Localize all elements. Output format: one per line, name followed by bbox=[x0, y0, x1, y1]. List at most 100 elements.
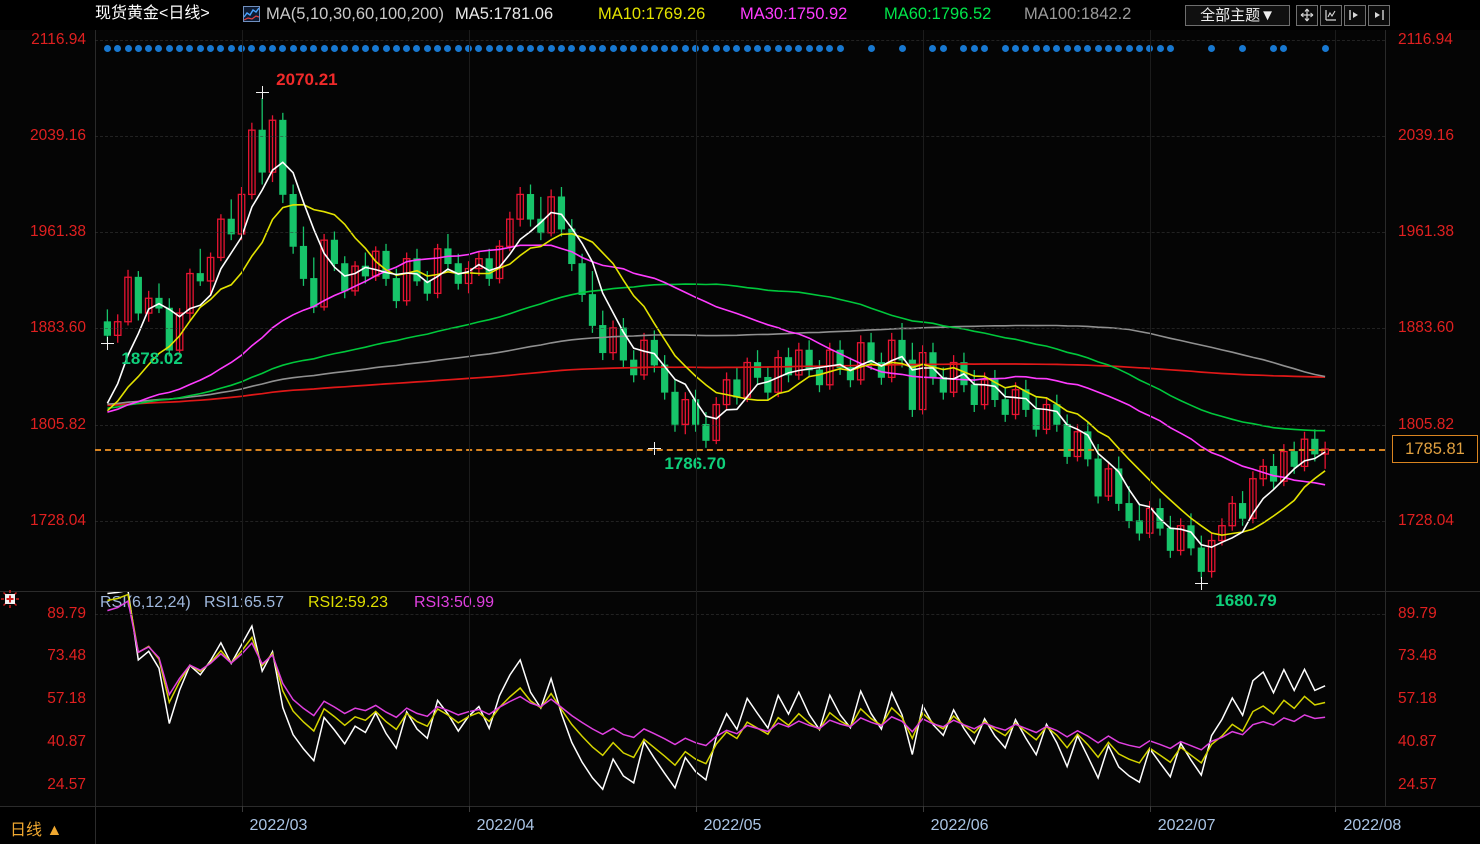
price-axis-label-right: 1728.04 bbox=[1398, 511, 1455, 529]
signal-dot bbox=[578, 45, 586, 52]
move-crosshair-icon[interactable] bbox=[1296, 5, 1318, 26]
signal-dot bbox=[1156, 45, 1164, 52]
step-forward-icon[interactable] bbox=[1344, 5, 1366, 26]
plot-left-border bbox=[95, 30, 96, 806]
x-axis-label: 2022/08 bbox=[1343, 817, 1402, 834]
month-separator bbox=[241, 30, 243, 806]
signal-dot bbox=[1104, 45, 1112, 52]
price-axis-label-right: 1961.38 bbox=[1398, 223, 1455, 241]
signal-dot bbox=[981, 45, 989, 52]
signal-dot bbox=[114, 45, 122, 52]
period-selector[interactable]: 日线 ▲ bbox=[10, 822, 63, 839]
x-axis: 日线 ▲ 2022/03 2022/04 2022/05 2022/06 2022/07… bbox=[0, 806, 1480, 844]
chart-header: 现货黄金<日线> MA(5,10,30,60,100,200) MA5:1781… bbox=[0, 0, 1480, 30]
current-price-line bbox=[95, 449, 1385, 452]
high-price-annotation: 2070.21 bbox=[276, 69, 338, 89]
signal-dot bbox=[723, 45, 731, 52]
ma10-value: MA10:1769.26 bbox=[598, 5, 706, 23]
fit-chart-icon[interactable] bbox=[1320, 5, 1342, 26]
rsi-plot-area[interactable] bbox=[95, 592, 1385, 806]
signal-dot bbox=[785, 45, 792, 52]
theme-dropdown[interactable]: 全部主题▼ bbox=[1185, 5, 1290, 26]
price-axis-label-right: 2116.94 bbox=[1398, 30, 1453, 48]
low-right-marker-cross bbox=[1195, 577, 1209, 591]
month-separator bbox=[922, 30, 924, 806]
x-axis-label: 2022/05 bbox=[703, 817, 762, 834]
signal-dot bbox=[227, 45, 235, 52]
signal-dot bbox=[382, 45, 390, 52]
low-left-marker-cross bbox=[101, 337, 115, 351]
signal-dot bbox=[1073, 45, 1081, 52]
price-axis-label-left: 2039.16 bbox=[29, 127, 86, 145]
signal-dot bbox=[299, 45, 307, 52]
signal-dot bbox=[929, 45, 937, 52]
ma60-value: MA60:1796.52 bbox=[884, 5, 992, 23]
signal-dot bbox=[289, 45, 297, 52]
rsi1-value: RSI1:65.57 bbox=[204, 594, 285, 611]
signal-dot bbox=[702, 45, 710, 52]
signal-dot bbox=[217, 45, 225, 52]
month-separator bbox=[695, 30, 697, 806]
signal-dot bbox=[444, 45, 452, 52]
signal-dot bbox=[475, 45, 483, 52]
price-axis-label-left: 1805.82 bbox=[29, 415, 86, 433]
rsi2-line bbox=[107, 593, 1326, 767]
x-axis-tick bbox=[1149, 806, 1151, 812]
signal-dot bbox=[547, 45, 555, 52]
signal-dot bbox=[1094, 45, 1102, 52]
signal-dot bbox=[155, 45, 163, 52]
rsi-axis-label-right: 24.57 bbox=[1398, 775, 1437, 793]
ma60-line bbox=[107, 283, 1326, 432]
x-axis-tick bbox=[695, 806, 697, 812]
signal-dot bbox=[186, 45, 194, 52]
signal-dot bbox=[527, 45, 534, 52]
rsi-axis-label-left: 73.48 bbox=[47, 647, 86, 665]
mid-price-annotation: 1786.70 bbox=[664, 454, 725, 474]
signal-dot bbox=[1135, 45, 1143, 52]
signal-dot bbox=[743, 45, 751, 52]
ma200-line bbox=[107, 363, 1326, 407]
alert-sun-icon[interactable] bbox=[1, 590, 19, 608]
ma5-value: MA5:1781.06 bbox=[455, 5, 554, 23]
panel-divider bbox=[0, 591, 1480, 592]
price-plot-area[interactable] bbox=[95, 30, 1385, 590]
signal-dot bbox=[970, 45, 978, 52]
ma5-line bbox=[106, 161, 1326, 549]
signal-dot bbox=[434, 45, 442, 52]
signal-dot bbox=[661, 45, 669, 52]
scroll-to-end-icon[interactable] bbox=[1368, 5, 1390, 26]
signal-dot bbox=[248, 45, 256, 52]
signal-dot bbox=[330, 45, 338, 52]
rsi-axis-label-left: 57.18 bbox=[47, 690, 86, 708]
signal-dot bbox=[196, 45, 204, 52]
price-panel bbox=[0, 30, 1480, 590]
signal-dot bbox=[671, 45, 679, 52]
price-gridline bbox=[95, 136, 1385, 138]
rsi-axis-label-left: 40.87 bbox=[47, 732, 86, 750]
signal-dot bbox=[134, 45, 142, 52]
kline-icon[interactable] bbox=[243, 6, 260, 22]
signal-dot bbox=[640, 45, 648, 52]
signal-dot bbox=[403, 45, 411, 52]
signal-dot bbox=[145, 45, 153, 52]
signal-dot bbox=[1270, 45, 1278, 52]
signal-dot bbox=[774, 45, 782, 52]
price-gridline bbox=[95, 328, 1385, 330]
rsi-gridline bbox=[95, 613, 1385, 615]
x-axis-tick bbox=[241, 806, 243, 812]
signal-dot bbox=[1084, 45, 1092, 52]
signal-dot bbox=[207, 45, 215, 52]
current-price-tag: 1785.81 bbox=[1392, 435, 1478, 464]
price-axis-label-left: 1961.38 bbox=[29, 223, 86, 241]
rsi3-line bbox=[107, 599, 1326, 751]
price-axis-label-right: 1805.82 bbox=[1398, 415, 1455, 433]
signal-dot bbox=[1239, 45, 1247, 52]
signal-dot bbox=[361, 45, 369, 52]
signal-dot bbox=[754, 45, 762, 52]
signal-dot bbox=[392, 45, 400, 52]
signal-dot bbox=[1022, 45, 1030, 52]
signal-dot bbox=[423, 45, 431, 52]
signal-dot bbox=[1280, 45, 1288, 52]
signal-dot bbox=[1012, 45, 1020, 52]
